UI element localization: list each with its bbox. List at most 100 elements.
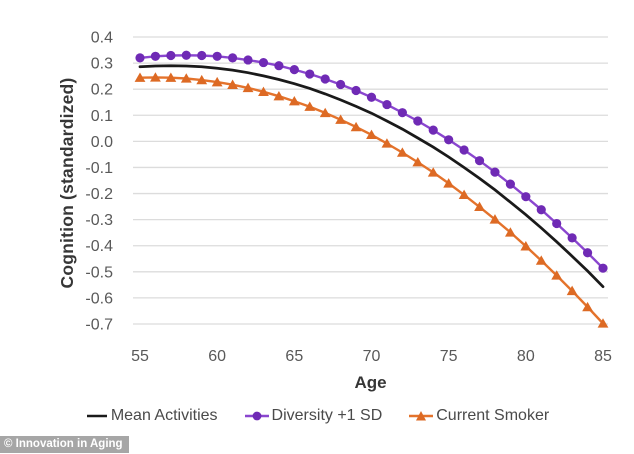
triangle-marker — [396, 147, 408, 157]
circle-marker — [521, 192, 531, 202]
legend-label: Diversity +1 SD — [271, 407, 383, 424]
triangle-marker — [566, 285, 578, 296]
triangle-marker — [366, 129, 377, 140]
y-axis-tick-labels: 0.4 0.3 0.2 0.1 0.0 -0.1 -0.2 -0.3 -0.4 -0.5 -0.6 -… — [85, 30, 113, 334]
circle-marker — [351, 85, 361, 96]
circle-marker — [274, 61, 284, 71]
triangle-marker — [489, 214, 501, 224]
triangle-marker — [505, 227, 516, 237]
x-tick-label: 60 — [208, 348, 226, 365]
circle-marker — [382, 99, 392, 110]
triangle-marker — [412, 157, 424, 167]
circle-marker — [197, 50, 207, 61]
circle-marker — [459, 145, 469, 155]
triangle-marker — [582, 301, 593, 312]
y-tick-label: 0.3 — [91, 56, 113, 73]
x-tick-label: 85 — [594, 348, 612, 365]
circle-marker — [567, 233, 577, 243]
triangle-marker — [258, 86, 269, 96]
y-tick-label: -0.4 — [85, 238, 113, 255]
circle-marker — [243, 55, 253, 65]
circle-marker — [598, 263, 608, 273]
circle-marker — [428, 125, 438, 135]
y-tick-label: -0.5 — [85, 264, 113, 281]
y-tick-label: -0.1 — [85, 160, 113, 177]
triangle-marker — [427, 167, 439, 177]
triangle-marker — [242, 82, 254, 93]
triangle-marker — [474, 201, 485, 212]
triangle-marker — [443, 178, 455, 188]
triangle-marker — [597, 318, 609, 328]
circle-marker — [582, 248, 593, 258]
circle-marker — [474, 156, 485, 166]
triangle-marker — [288, 95, 300, 106]
legend: Mean Activities Diversity +1 SD Current … — [0, 407, 634, 425]
circle-marker — [366, 92, 377, 102]
triangle-marker — [319, 107, 331, 118]
triangle-marker — [150, 72, 161, 82]
y-tick-label: -0.6 — [85, 290, 113, 307]
circle-marker — [397, 108, 407, 118]
watermark: © Innovation in Aging — [0, 436, 129, 453]
circle-marker — [336, 79, 346, 90]
circle-marker — [444, 135, 454, 145]
legend-item-diversity: Diversity +1 SD — [244, 407, 383, 425]
circle-marker — [135, 53, 145, 63]
circle-marker — [166, 50, 176, 61]
x-tick-label: 75 — [440, 348, 458, 365]
y-axis-title: Cognition (standardized) — [57, 77, 77, 289]
triangle-marker — [227, 79, 238, 89]
y-tick-label: 0.2 — [91, 82, 113, 99]
legend-label: Current Smoker — [436, 407, 550, 424]
circle-marker — [552, 218, 562, 229]
series-line-diversity-1-sd — [138, 54, 605, 270]
circle-marker — [413, 116, 423, 126]
circle-marker — [181, 50, 191, 60]
triangle-marker — [458, 189, 470, 200]
x-tick-label: 70 — [363, 348, 381, 365]
circle-marker — [490, 167, 500, 177]
x-axis-title: Age — [354, 373, 387, 392]
legend-item-current-smoker: Current Smoker — [408, 407, 549, 425]
x-tick-label: 65 — [285, 348, 303, 365]
circle-marker — [150, 51, 161, 61]
x-tick-label: 80 — [517, 348, 535, 365]
triangle-marker — [381, 138, 393, 148]
triangle-marker — [273, 91, 285, 101]
circle-marker — [505, 179, 515, 189]
triangle-marker — [335, 114, 347, 124]
circle-marker — [320, 74, 330, 84]
series-line-mean-activities — [138, 64, 605, 289]
triangle-marker — [165, 72, 177, 82]
y-tick-label: 0.0 — [91, 134, 113, 151]
circle-marker — [228, 53, 238, 63]
triangle-marker — [196, 74, 208, 85]
triangle-marker — [551, 270, 563, 280]
circle-marker — [212, 51, 222, 61]
circle-marker — [305, 69, 315, 79]
data-series — [134, 50, 609, 328]
legend-label: Mean Activities — [110, 407, 218, 424]
y-tick-label: 0.4 — [91, 30, 113, 47]
circle-marker — [536, 205, 546, 215]
legend-swatch-circle-icon — [244, 411, 269, 421]
x-axis-tick-labels: 55 60 65 70 75 80 85 — [131, 348, 612, 365]
triangle-marker — [211, 76, 223, 87]
legend-swatch-triangle-icon — [409, 411, 434, 421]
y-tick-label: -0.7 — [85, 317, 113, 334]
y-tick-label: -0.2 — [85, 186, 113, 203]
y-tick-label: 0.1 — [91, 108, 113, 125]
x-tick-label: 55 — [131, 348, 149, 365]
legend-item-mean-activities: Mean Activities — [85, 407, 218, 425]
circle-marker — [258, 57, 269, 68]
triangle-marker — [304, 101, 316, 111]
legend-swatch-line-icon — [86, 414, 107, 418]
circle-marker — [289, 65, 299, 75]
triangle-marker — [535, 255, 547, 265]
triangle-marker — [180, 73, 192, 83]
triangle-marker — [134, 72, 146, 82]
triangle-marker — [520, 241, 532, 251]
gridlines — [133, 36, 608, 325]
